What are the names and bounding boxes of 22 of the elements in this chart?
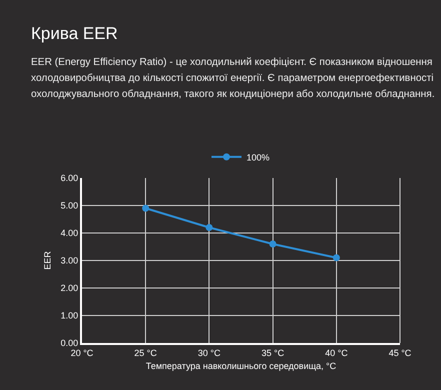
x-tick-label: 30 °C (198, 348, 221, 358)
point (269, 240, 276, 248)
chart-title: Крива EER (31, 24, 118, 44)
point (332, 254, 340, 262)
y-tick-label: 0.00 (60, 338, 78, 348)
y-axis-title: EER (42, 250, 53, 270)
legend-label: 100% (246, 152, 270, 162)
y-tick-label: 6.00 (60, 173, 78, 184)
x-tick-label: 35 °C (261, 348, 285, 358)
x-tick-label: 20 °C (70, 348, 94, 358)
x-axis-title: Температура навколишнього середовища, °C (146, 361, 337, 372)
y-tick-label: 4.00 (60, 228, 78, 238)
x-tick-label: 25 °C (134, 348, 158, 358)
y-tick-label: 5.00 (60, 200, 78, 211)
x-tick-label: 40 °C (325, 348, 348, 358)
point (142, 204, 150, 212)
chart-subtitle: EER (Energy Efficiency Ratio) - це холодильний коефіцієнт. Є показником відношення холодовиробництва до кількості спожитої енергії. Є параметром енергоефективності охолоджувального обладнання, такого як кондиціонери або холодильне обладнання. (31, 56, 436, 102)
y-tick-label: 2.00 (60, 283, 78, 294)
y-tick-label: 1.00 (60, 310, 78, 321)
point (206, 224, 213, 231)
y-tick-label: 3.00 (60, 256, 78, 266)
x-tick-label: 45 °C (388, 348, 412, 358)
